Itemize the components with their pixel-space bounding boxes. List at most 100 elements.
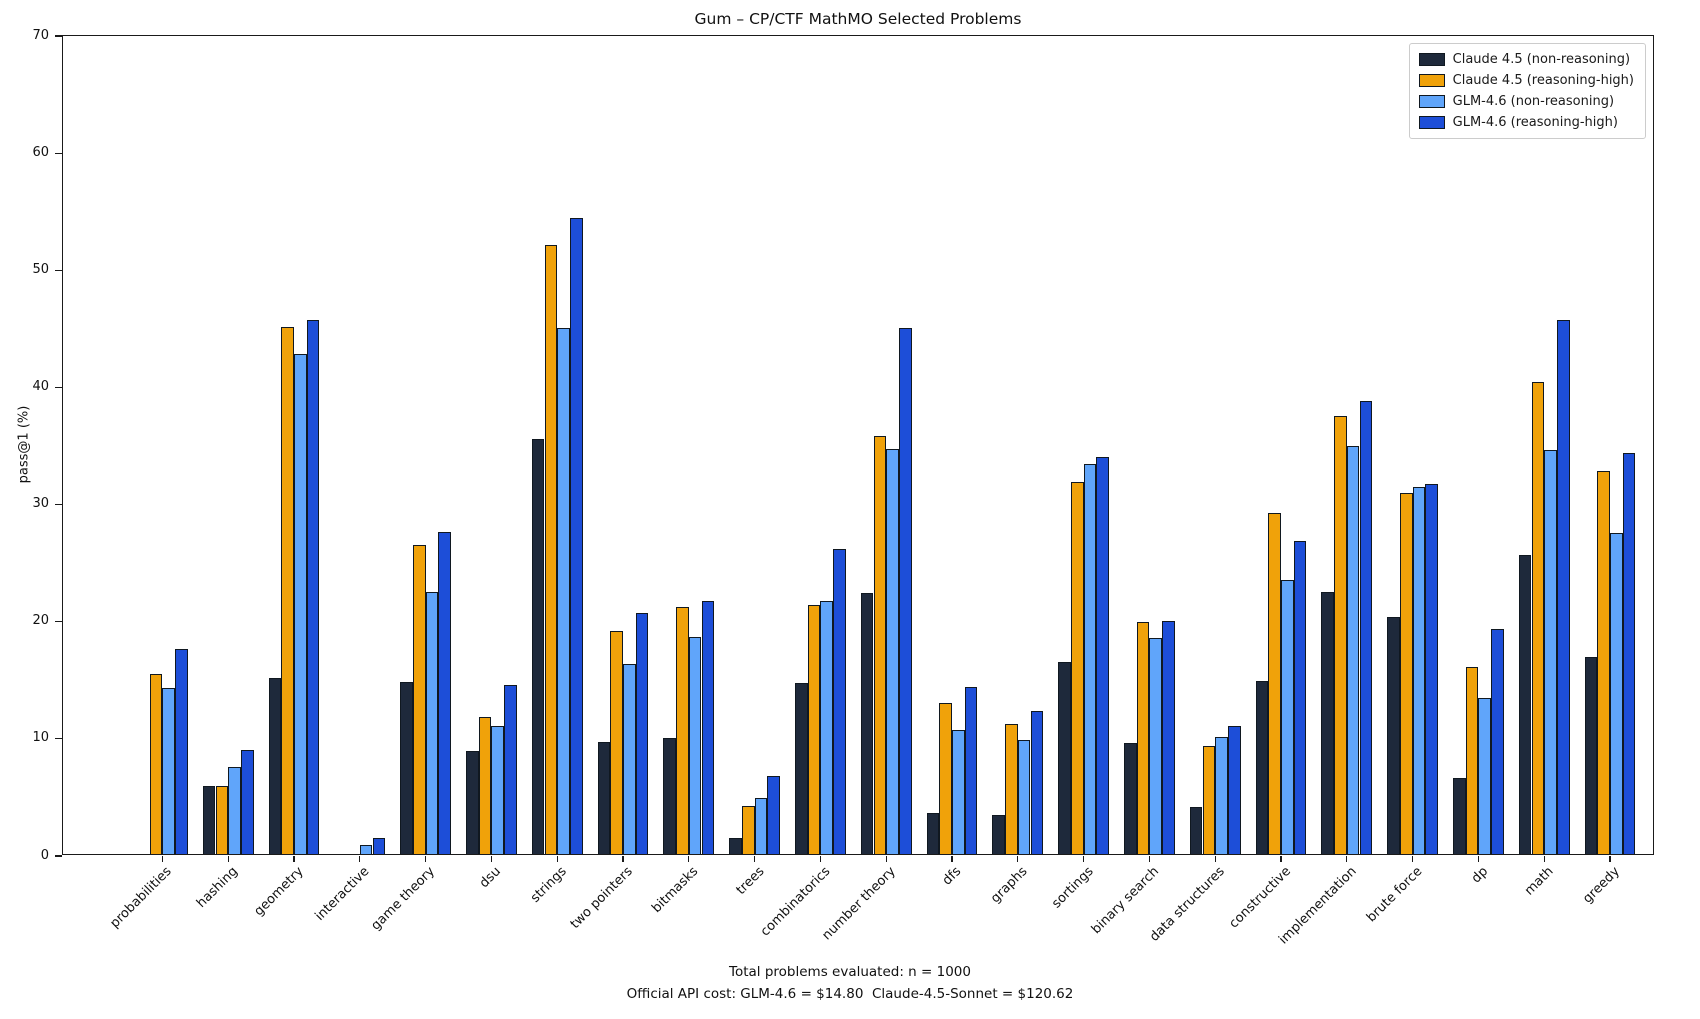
- bar: [1017, 740, 1031, 854]
- bar: [663, 738, 677, 854]
- x-tick-label: trees: [733, 864, 768, 898]
- x-axis-tick: [885, 856, 887, 862]
- bar: [1083, 463, 1097, 854]
- legend-label: Claude 4.5 (reasoning-high): [1452, 73, 1634, 88]
- bar: [149, 673, 163, 854]
- bar: [939, 702, 952, 854]
- x-tick-label: bitmasks: [649, 864, 702, 917]
- bar: [992, 815, 1006, 854]
- x-axis-tick: [951, 856, 953, 862]
- x-tick-label: brute force: [1363, 864, 1426, 926]
- bar: [1215, 736, 1228, 854]
- x-tick-label: binary search: [1088, 864, 1163, 938]
- x-tick-label: two pointers: [567, 864, 636, 932]
- bar: [175, 649, 188, 854]
- bar: [294, 353, 307, 854]
- bar: [1597, 470, 1610, 854]
- bar: [162, 687, 176, 854]
- bar: [833, 549, 846, 854]
- legend-swatch: [1418, 95, 1445, 108]
- bar: [531, 439, 545, 854]
- bar: [820, 600, 834, 854]
- x-axis-tick: [688, 856, 690, 862]
- bar: [1453, 777, 1466, 854]
- x-tick-label: constructive: [1226, 864, 1294, 932]
- bar: [1387, 617, 1400, 854]
- x-axis-tick: [293, 856, 295, 862]
- bar: [926, 813, 940, 854]
- bar: [1030, 711, 1044, 854]
- footer-line-1: Total problems evaluated: n = 1000: [729, 964, 971, 980]
- bar: [438, 531, 451, 854]
- bar: [1478, 698, 1492, 854]
- bar: [1136, 622, 1150, 854]
- chart-title: Gum – CP/CTF MathMO Selected Problems: [694, 10, 1022, 28]
- bar: [306, 319, 320, 854]
- x-tick-label: hashing: [193, 864, 241, 911]
- bar: [767, 775, 780, 854]
- x-tick-label: dp: [1468, 864, 1492, 887]
- bar: [1005, 723, 1018, 854]
- x-tick-label: geometry: [251, 864, 307, 920]
- x-axis-tick: [1412, 856, 1414, 862]
- legend-swatch: [1418, 116, 1445, 129]
- bar: [504, 685, 517, 854]
- bar: [1149, 638, 1163, 854]
- x-axis-tick: [227, 856, 229, 862]
- y-axis-tick: [55, 738, 62, 740]
- plot-area: Claude 4.5 (non-reasoning) Claude 4.5 (re…: [32, 28, 1654, 947]
- bar: [676, 606, 689, 854]
- bar: [1518, 555, 1532, 854]
- x-axis-tick: [1543, 856, 1545, 862]
- bar: [202, 786, 216, 854]
- bar: [1096, 456, 1109, 854]
- bar: [610, 631, 623, 854]
- bar: [1321, 591, 1335, 854]
- bar: [1359, 400, 1373, 854]
- bar: [688, 637, 702, 854]
- bar: [952, 729, 965, 854]
- y-tick-label: 40: [32, 378, 49, 394]
- x-tick-label: probabilities: [107, 864, 176, 932]
- x-tick-label: dsu: [476, 864, 505, 892]
- bar: [1124, 742, 1137, 854]
- bar: [1412, 487, 1426, 854]
- bar: [412, 544, 426, 854]
- bar: [701, 600, 715, 854]
- bar: [860, 592, 874, 854]
- bar: [1058, 661, 1071, 854]
- x-axis-tick: [1083, 856, 1085, 862]
- bar: [466, 750, 479, 854]
- bar: [964, 686, 978, 854]
- bar: [1268, 513, 1281, 854]
- bar: [400, 681, 413, 854]
- bar: [635, 612, 649, 854]
- bar: [1334, 415, 1347, 854]
- y-tick-label: 50: [32, 261, 49, 277]
- bar: [754, 797, 768, 854]
- bar: [1425, 483, 1438, 854]
- bar: [1189, 807, 1203, 854]
- x-axis-tick: [1346, 856, 1348, 862]
- bar: [1281, 579, 1294, 854]
- chart-footer: Total problems evaluated: n = 1000 Offic…: [0, 961, 1700, 1005]
- bar: [478, 716, 492, 854]
- x-tick-label: game theory: [368, 864, 439, 934]
- x-axis-tick: [1214, 856, 1216, 862]
- x-axis-tick: [1477, 856, 1479, 862]
- bar: [372, 837, 386, 854]
- bar: [886, 448, 899, 854]
- x-axis-tick: [556, 856, 558, 862]
- bar: [359, 844, 373, 854]
- legend-item: Claude 4.5 (reasoning-high): [1418, 73, 1634, 88]
- bar: [557, 328, 570, 854]
- y-tick-label: 60: [32, 144, 49, 160]
- y-axis-tick: [55, 503, 62, 506]
- x-tick-label: combinatorics: [757, 864, 834, 940]
- legend-item: GLM-4.6 (reasoning-high): [1418, 115, 1634, 130]
- bar: [623, 664, 636, 854]
- x-tick-label: interactive: [312, 864, 373, 924]
- y-tick-label: 70: [32, 27, 49, 43]
- bar: [729, 837, 742, 854]
